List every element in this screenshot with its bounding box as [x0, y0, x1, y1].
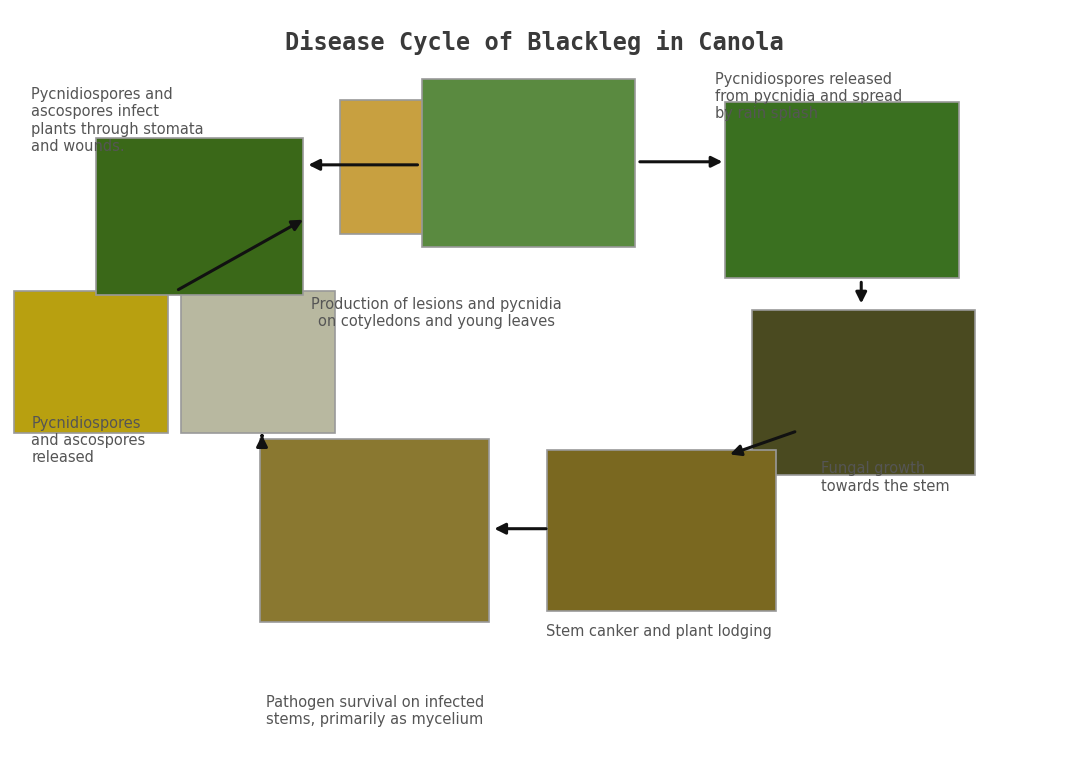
FancyArrowPatch shape [857, 283, 866, 300]
FancyArrowPatch shape [178, 222, 300, 290]
FancyArrowPatch shape [734, 432, 795, 454]
Text: Fungal growth
towards the stem: Fungal growth towards the stem [821, 461, 949, 494]
Bar [752, 310, 975, 475]
Bar [547, 450, 775, 611]
Text: Pycnidiospores released
from pycnidia and spread
by rain splash: Pycnidiospores released from pycnidia an… [714, 72, 901, 122]
Text: Production of lesions and pycnidia
on cotyledons and young leaves: Production of lesions and pycnidia on co… [311, 297, 562, 330]
Text: Stem canker and plant lodging: Stem canker and plant lodging [547, 624, 772, 638]
Bar [180, 291, 334, 433]
FancyArrowPatch shape [640, 157, 719, 166]
Text: Pycnidiospores and
ascospores infect
plants through stomata
and wounds.: Pycnidiospores and ascospores infect pla… [31, 87, 204, 154]
FancyArrowPatch shape [312, 160, 418, 169]
Bar [96, 139, 303, 295]
Bar [725, 102, 959, 278]
FancyArrowPatch shape [498, 524, 546, 533]
Bar [340, 100, 441, 234]
Text: Pathogen survival on infected
stems, primarily as mycelium: Pathogen survival on infected stems, pri… [266, 695, 484, 727]
Bar [14, 291, 168, 433]
Bar [261, 438, 489, 622]
Text: Pycnidiospores
and ascospores
released: Pycnidiospores and ascospores released [31, 416, 145, 465]
Text: Disease Cycle of Blackleg in Canola: Disease Cycle of Blackleg in Canola [285, 29, 783, 55]
Bar [423, 79, 635, 247]
FancyArrowPatch shape [257, 436, 266, 447]
